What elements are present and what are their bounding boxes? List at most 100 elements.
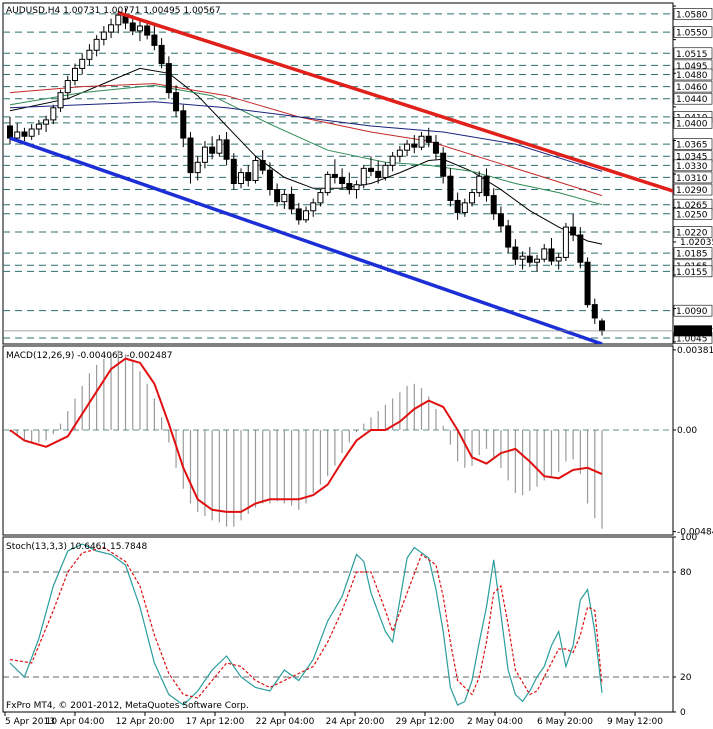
macd-title: MACD(12,26,9) -0.004063 -0.002487 <box>6 351 172 361</box>
candle <box>432 141 439 154</box>
level-label: 1.0090 <box>676 307 708 317</box>
candle <box>526 255 533 263</box>
candle <box>100 31 107 40</box>
level-label: 1.0265 <box>676 201 708 211</box>
candle <box>93 38 100 51</box>
candle <box>577 234 584 263</box>
candle <box>599 320 605 332</box>
candle <box>418 135 425 148</box>
candle <box>339 176 346 184</box>
candle <box>584 261 591 306</box>
level-label-box <box>673 26 713 38</box>
stoch-tick-label: 100 <box>680 533 697 543</box>
level-label: 1.0400 <box>676 119 708 129</box>
candle <box>64 80 71 94</box>
candle <box>440 152 447 177</box>
candle <box>360 167 367 186</box>
level-label-box <box>673 247 713 259</box>
current-price-label: 1.00567 <box>676 327 713 337</box>
level-label: 1.0365 <box>676 141 708 151</box>
level-label: 1.0480 <box>676 71 708 81</box>
level-label: 1.0345 <box>676 153 708 163</box>
candle <box>21 131 28 137</box>
candle <box>50 107 57 121</box>
candle <box>447 175 454 201</box>
candle <box>216 139 223 154</box>
candle <box>71 67 78 82</box>
candle <box>555 256 562 262</box>
level-label: 1.0220 <box>676 228 708 238</box>
candle <box>7 125 13 139</box>
stoch-tick-label: 80 <box>680 568 692 578</box>
candle <box>562 226 569 258</box>
candle <box>483 175 490 197</box>
ma-line <box>9 84 603 206</box>
trend-line-resistance <box>117 11 673 193</box>
candle <box>245 172 252 181</box>
candle <box>454 199 461 214</box>
candle <box>534 258 541 263</box>
candle <box>136 25 143 32</box>
candle <box>194 161 201 174</box>
candle <box>353 184 360 191</box>
candle <box>505 225 512 248</box>
level-label-box <box>673 92 713 105</box>
time-axis-label: 17 Apr 12:00 <box>186 717 245 727</box>
candle <box>425 135 432 143</box>
level-label: 1.0440 <box>676 95 708 105</box>
candle <box>548 248 555 262</box>
level-label: 1.0515 <box>676 50 708 60</box>
level-label-box <box>673 226 713 238</box>
candle <box>389 155 396 166</box>
stoch-signal-line <box>9 546 603 699</box>
candle <box>151 34 158 46</box>
candle <box>382 164 389 178</box>
current-price-box <box>674 325 712 337</box>
level-label: 1.0330 <box>676 162 708 172</box>
level-label-box <box>673 171 713 184</box>
macd-tick-label: 0.00 <box>677 426 697 436</box>
stoch-title: Stoch(13,3,3) 10.6461 15.7848 <box>6 542 147 552</box>
level-label: 1.0045 <box>676 334 708 344</box>
time-axis-label: 12 Apr 20:00 <box>116 717 175 727</box>
candle <box>404 143 411 151</box>
level-label: 1.0495 <box>676 62 708 72</box>
level-label-box <box>673 304 713 317</box>
candle <box>367 167 374 172</box>
level-label-box <box>673 117 713 129</box>
candle <box>158 44 165 65</box>
level-label-box <box>673 68 713 81</box>
stoch-tick-label: 0 <box>680 708 686 718</box>
stoch-tick-label: 20 <box>680 673 692 683</box>
time-axis-label: 6 May 20:00 <box>537 717 593 727</box>
candle <box>274 189 281 203</box>
candle <box>490 195 497 215</box>
level-label-box <box>673 183 713 196</box>
candle <box>115 14 122 26</box>
candle <box>201 146 208 163</box>
level-label-box <box>673 8 713 20</box>
level-label-box <box>673 47 713 60</box>
candle <box>165 63 172 94</box>
pane-frame-1 <box>2 345 674 536</box>
candle <box>375 170 382 178</box>
macd-signal-line <box>9 357 603 513</box>
time-axis-label: 24 Apr 20:00 <box>326 717 385 727</box>
level-label-box <box>673 265 713 278</box>
candle <box>281 193 288 203</box>
candle <box>14 131 21 139</box>
level-label: 1.0290 <box>676 186 708 196</box>
candle <box>541 248 548 260</box>
candle <box>469 192 476 204</box>
time-axis-label: 29 Apr 12:00 <box>396 717 455 727</box>
candle <box>317 192 324 204</box>
price-title: AUDUSD,H4 1.00731 1.00771 1.00495 1.0056… <box>6 6 221 16</box>
candle <box>303 210 309 221</box>
level-label-box <box>673 138 713 150</box>
candle <box>461 202 468 214</box>
candle <box>86 49 93 60</box>
time-axis-label: 5 Apr 2013 <box>5 717 55 727</box>
candle <box>129 22 136 32</box>
